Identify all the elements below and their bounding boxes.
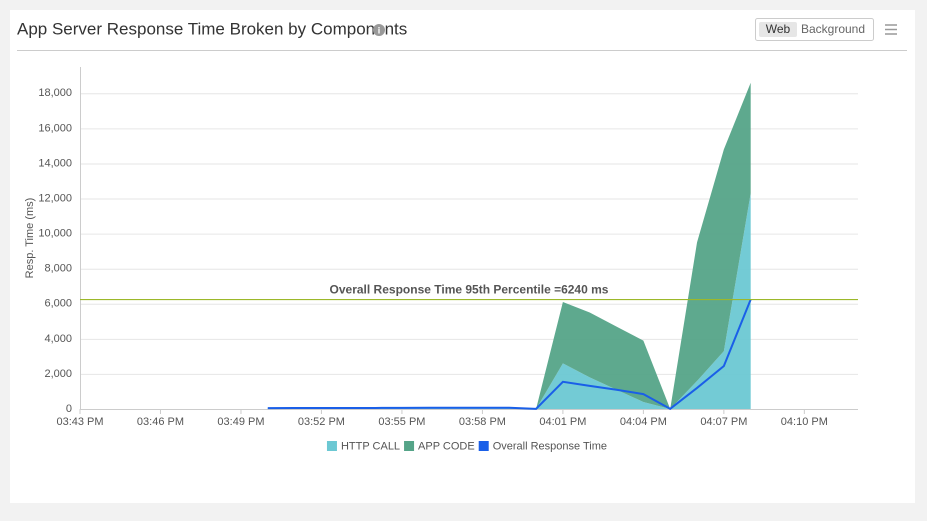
- legend-label: HTTP CALL: [341, 440, 400, 452]
- x-tick-label: 04:04 PM: [620, 416, 667, 428]
- legend-swatch: [326, 441, 337, 451]
- x-tick-label: 04:07 PM: [700, 416, 747, 428]
- x-tick-label: 04:01 PM: [539, 416, 586, 428]
- tab[interactable]: Background: [801, 22, 865, 36]
- y-tick-label: 6,000: [44, 298, 72, 310]
- info-icon[interactable]: [373, 24, 385, 36]
- reference-label: Overall Response Time 95th Percentile =6…: [330, 283, 609, 297]
- y-tick-label: 4,000: [44, 333, 72, 345]
- x-tick-label: 03:58 PM: [459, 416, 506, 428]
- chart-title: App Server Response Time Broken by Compo…: [17, 19, 407, 38]
- y-tick-label: 0: [66, 403, 72, 415]
- x-tick-label: 03:52 PM: [298, 416, 345, 428]
- x-tick-label: 03:55 PM: [378, 416, 425, 428]
- card: [10, 10, 915, 503]
- legend-swatch: [478, 441, 489, 451]
- x-tick-label: 03:43 PM: [56, 416, 103, 428]
- line: [267, 299, 752, 411]
- legend-label: APP CODE: [418, 440, 475, 452]
- info-icon-glyph: i: [378, 25, 381, 35]
- y-tick-label: 10,000: [38, 228, 72, 240]
- area: [267, 193, 751, 409]
- y-tick-label: 18,000: [38, 87, 72, 99]
- x-tick-label: 03:46 PM: [137, 416, 184, 428]
- legend-swatch: [404, 441, 415, 451]
- y-tick-label: 8,000: [44, 263, 72, 275]
- y-tick-label: 16,000: [38, 122, 72, 134]
- legend: HTTP CALL APP CODE Overall Response Time: [326, 440, 607, 452]
- y-tick-label: 2,000: [44, 368, 72, 380]
- y-tick-label: 14,000: [38, 157, 72, 169]
- tab[interactable]: Web: [766, 22, 791, 36]
- x-tick-label: 03:49 PM: [217, 416, 264, 428]
- menu-icon[interactable]: [885, 24, 897, 35]
- tab-selected[interactable]: [759, 22, 797, 37]
- y-tick-label: 12,000: [38, 192, 72, 204]
- y-axis-label: Resp. Time (ms): [24, 198, 36, 279]
- x-tick-label: 04:10 PM: [781, 416, 828, 428]
- legend-label: Overall Response Time: [493, 440, 607, 452]
